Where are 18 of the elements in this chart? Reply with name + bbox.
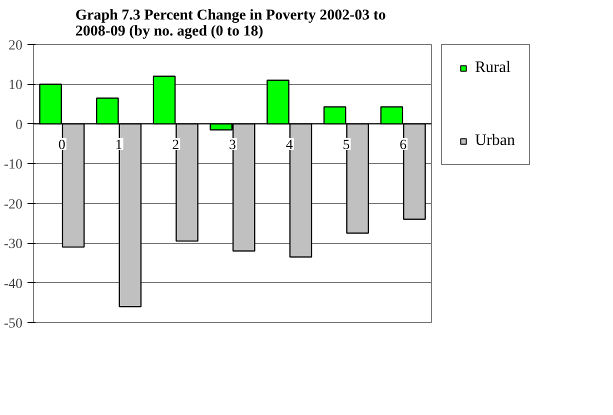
x-tick-label: 1 xyxy=(115,138,122,153)
legend-label: Rural xyxy=(475,59,511,77)
y-tick-label: -20 xyxy=(4,197,23,212)
y-tick-label: -30 xyxy=(4,237,23,252)
x-tick-label: 4 xyxy=(286,138,293,153)
legend-label: Urban xyxy=(475,132,515,150)
y-tick-label: -50 xyxy=(4,316,23,332)
y-tick-label: -10 xyxy=(4,158,23,173)
x-tick-label: 2 xyxy=(172,138,180,153)
x-tick-label: 5 xyxy=(342,138,350,153)
y-tick-label: 10 xyxy=(8,78,22,94)
chart-title: Graph 7.3 Percent Change in Poverty 2002-03 to 2008-09 (by no. aged (0 to 18) xyxy=(75,8,386,40)
y-tick-label: 0 xyxy=(16,118,22,133)
x-tick-label: 0 xyxy=(58,138,66,153)
y-tick-label: -40 xyxy=(4,276,23,292)
x-tick-label: 3 xyxy=(229,138,236,153)
y-tick-label: 20 xyxy=(8,38,22,54)
x-tick-label: 6 xyxy=(400,138,407,153)
